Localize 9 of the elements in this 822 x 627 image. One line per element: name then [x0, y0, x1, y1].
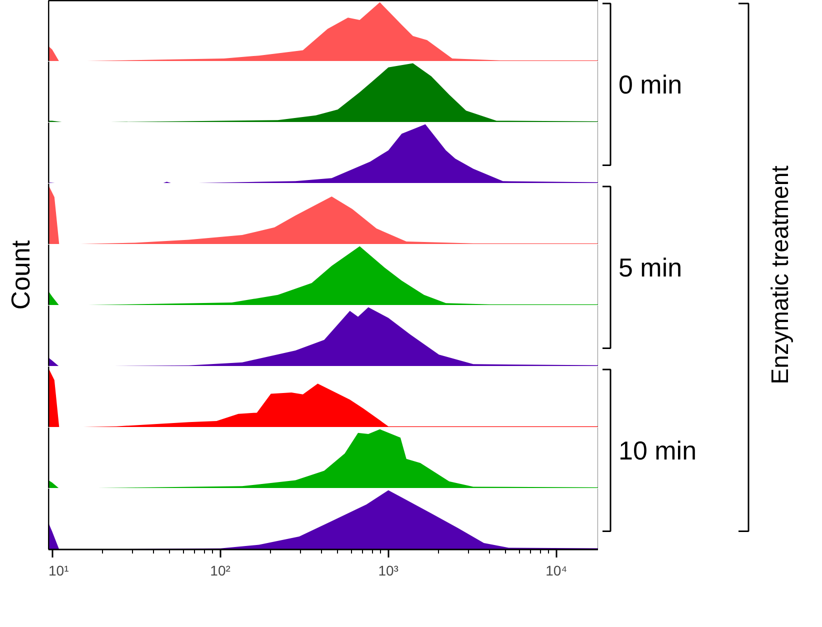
x-tick-label: 10⁴ — [546, 562, 568, 578]
text: 5 min — [618, 252, 682, 282]
x-tick-label: 10³ — [378, 562, 399, 578]
text: 10 min — [618, 435, 697, 466]
y2-axis-title: Enzymatic treatment — [767, 165, 794, 384]
x-tick-label: 10¹ — [48, 562, 70, 578]
text: 0 min — [618, 69, 682, 100]
x-tick-label: 10² — [210, 562, 231, 578]
y-axis-title: Count — [6, 240, 36, 310]
